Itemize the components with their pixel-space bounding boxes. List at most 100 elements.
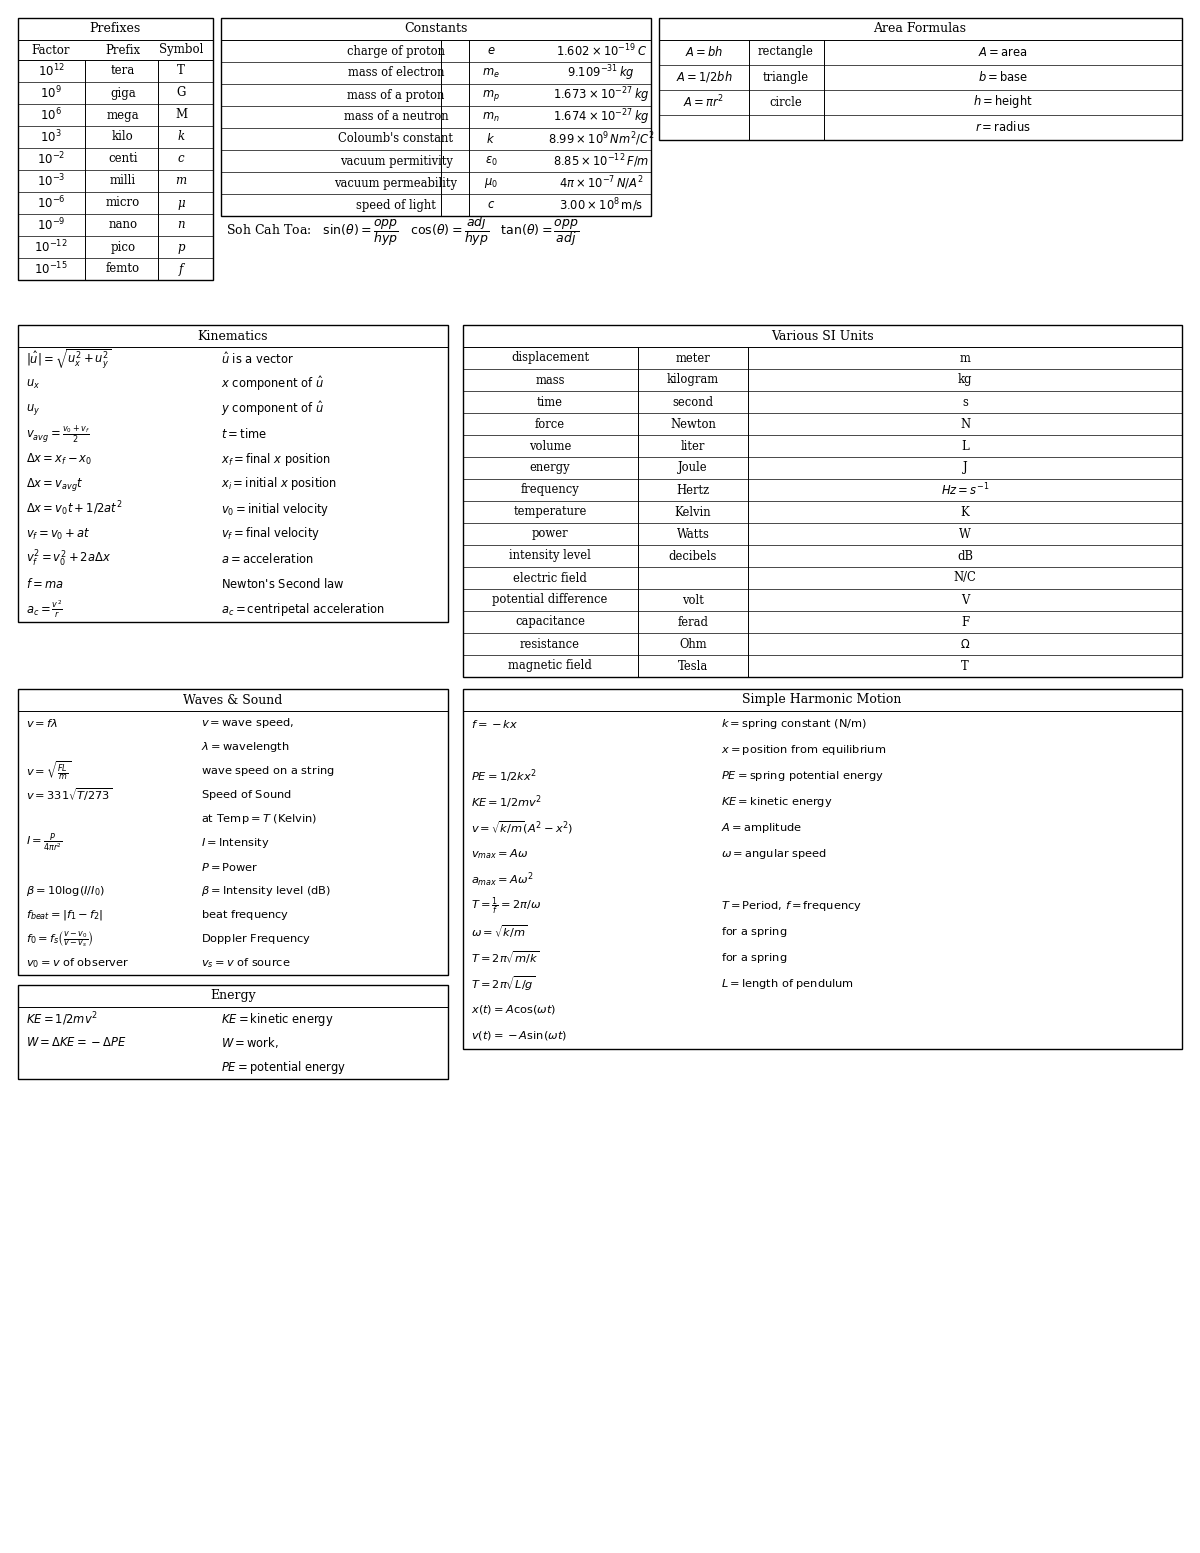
- Text: G: G: [176, 87, 186, 99]
- Text: force: force: [535, 418, 565, 430]
- Text: $v_f^2 = v_0^2 + 2a\Delta x$: $v_f^2 = v_0^2 + 2a\Delta x$: [26, 548, 112, 568]
- Text: $8.85 \times 10^{-12}\,F/m$: $8.85 \times 10^{-12}\,F/m$: [553, 152, 649, 169]
- Bar: [659, 19, 1182, 140]
- Text: mega: mega: [107, 109, 139, 121]
- Text: Constants: Constants: [404, 22, 468, 36]
- Text: $\text{for a spring}$: $\text{for a spring}$: [721, 950, 787, 964]
- Bar: [18, 19, 214, 280]
- Text: $c$: $c$: [487, 199, 496, 211]
- Text: $\text{wave speed on a string}$: $\text{wave speed on a string}$: [202, 764, 335, 778]
- Text: $k$: $k$: [486, 132, 496, 146]
- Text: ferad: ferad: [678, 615, 708, 629]
- Text: $10^{-3}$: $10^{-3}$: [37, 172, 65, 189]
- Text: $t = \text{time}$: $t = \text{time}$: [221, 427, 268, 441]
- Text: $A = bh$: $A = bh$: [685, 45, 724, 59]
- Text: femto: femto: [106, 262, 140, 275]
- Text: Coloumb's constant: Coloumb's constant: [338, 132, 454, 146]
- Text: $v = \text{wave speed,}$: $v = \text{wave speed,}$: [202, 716, 294, 730]
- Text: resistance: resistance: [520, 637, 580, 651]
- Text: $f = -kx$: $f = -kx$: [470, 717, 518, 730]
- Text: tera: tera: [110, 65, 136, 78]
- Text: Tesla: Tesla: [678, 660, 708, 672]
- Text: volume: volume: [529, 439, 571, 452]
- Text: dB: dB: [958, 550, 973, 562]
- Text: $PE = \text{potential energy}$: $PE = \text{potential energy}$: [221, 1059, 346, 1076]
- Text: $\text{at Temp} = T\text{ (Kelvin)}$: $\text{at Temp} = T\text{ (Kelvin)}$: [202, 812, 318, 826]
- Text: Newton: Newton: [670, 418, 716, 430]
- Text: $f = ma$: $f = ma$: [26, 578, 64, 592]
- Text: $x\text{ component of }\hat{u}$: $x\text{ component of }\hat{u}$: [221, 374, 324, 393]
- Text: V: V: [961, 593, 970, 607]
- Text: mass of a neutron: mass of a neutron: [343, 110, 449, 124]
- Text: $A = 1/2bh$: $A = 1/2bh$: [676, 70, 732, 84]
- Text: $k = \text{spring constant (N/m)}$: $k = \text{spring constant (N/m)}$: [721, 717, 866, 731]
- Text: rectangle: rectangle: [758, 45, 814, 59]
- Text: $1.602 \times 10^{-19}\,C$: $1.602 \times 10^{-19}\,C$: [556, 42, 647, 59]
- Text: $A = \text{area}$: $A = \text{area}$: [978, 45, 1027, 59]
- Text: $a = \text{acceleration}$: $a = \text{acceleration}$: [221, 551, 314, 565]
- Text: $\Delta x = v_{avg}t$: $\Delta x = v_{avg}t$: [26, 475, 84, 492]
- Text: m: m: [960, 351, 971, 365]
- Text: $v_f = \text{final velocity}$: $v_f = \text{final velocity}$: [221, 525, 320, 542]
- Text: N/C: N/C: [954, 572, 977, 584]
- Text: Factor: Factor: [31, 43, 71, 56]
- Text: $b = \text{base}$: $b = \text{base}$: [978, 70, 1028, 84]
- Text: $x_i = \text{initial }x\text{ position}$: $x_i = \text{initial }x\text{ position}$: [221, 475, 337, 492]
- Text: $\text{for a spring}$: $\text{for a spring}$: [721, 926, 787, 940]
- Text: $I = \frac{P}{4\pi r^2}$: $I = \frac{P}{4\pi r^2}$: [26, 831, 62, 854]
- Text: kg: kg: [958, 374, 972, 387]
- Text: $a_c = \frac{v^2}{r}$: $a_c = \frac{v^2}{r}$: [26, 598, 62, 620]
- Text: $v_0 = \text{initial velocity}$: $v_0 = \text{initial velocity}$: [221, 500, 329, 517]
- Text: $\epsilon_0$: $\epsilon_0$: [485, 154, 497, 168]
- Text: $PE = 1/2kx^2$: $PE = 1/2kx^2$: [470, 767, 538, 784]
- Text: $x_f = \text{final }x\text{ position}$: $x_f = \text{final }x\text{ position}$: [221, 450, 331, 467]
- Text: $10^{9}$: $10^{9}$: [40, 85, 62, 101]
- Text: pico: pico: [110, 241, 136, 253]
- Text: $\omega = \sqrt{k/m}$: $\omega = \sqrt{k/m}$: [470, 924, 528, 941]
- Text: c: c: [178, 152, 185, 166]
- Text: frequency: frequency: [521, 483, 580, 497]
- Text: $Hz = s^{-1}$: $Hz = s^{-1}$: [941, 481, 989, 499]
- Text: $1.674 \times 10^{-27}\,kg$: $1.674 \times 10^{-27}\,kg$: [553, 107, 649, 127]
- Text: Hertz: Hertz: [677, 483, 709, 497]
- Text: Various SI Units: Various SI Units: [770, 329, 874, 343]
- Text: $e$: $e$: [487, 45, 496, 57]
- Text: intensity level: intensity level: [509, 550, 590, 562]
- Text: $f_{beat} = |f_1 - f_2|$: $f_{beat} = |f_1 - f_2|$: [26, 909, 103, 922]
- Text: $x(t) = A\cos(\omega t)$: $x(t) = A\cos(\omega t)$: [470, 1003, 556, 1017]
- Text: $m_p$: $m_p$: [482, 87, 500, 102]
- Text: charge of proton: charge of proton: [347, 45, 445, 57]
- Text: $T = \text{Period, }f = \text{frequency}$: $T = \text{Period, }f = \text{frequency}…: [721, 899, 862, 913]
- Text: volt: volt: [682, 593, 704, 607]
- Text: $10^{-6}$: $10^{-6}$: [37, 194, 65, 211]
- Text: $\mu_0$: $\mu_0$: [484, 175, 498, 189]
- Text: Waves & Sound: Waves & Sound: [184, 694, 283, 707]
- Text: mass of a proton: mass of a proton: [347, 89, 445, 101]
- Text: $a_{max} = A\omega^2$: $a_{max} = A\omega^2$: [470, 871, 534, 890]
- Text: Symbol: Symbol: [158, 43, 203, 56]
- Text: W: W: [959, 528, 971, 540]
- Text: $W = \Delta KE = -\Delta PE$: $W = \Delta KE = -\Delta PE$: [26, 1036, 126, 1050]
- Bar: [18, 985, 448, 1079]
- Text: $KE = \text{kinetic energy}$: $KE = \text{kinetic energy}$: [221, 1011, 334, 1028]
- Text: K: K: [961, 505, 970, 519]
- Text: $PE = \text{spring potential energy}$: $PE = \text{spring potential energy}$: [721, 769, 883, 783]
- Text: $\omega = \text{angular speed}$: $\omega = \text{angular speed}$: [721, 846, 827, 860]
- Bar: [221, 19, 650, 216]
- Text: $A = \text{amplitude}$: $A = \text{amplitude}$: [721, 822, 803, 836]
- Text: Simple Harmonic Motion: Simple Harmonic Motion: [743, 694, 901, 707]
- Text: $\beta = 10\log(I/I_0)$: $\beta = 10\log(I/I_0)$: [26, 884, 104, 898]
- Text: Kelvin: Kelvin: [674, 505, 712, 519]
- Text: $10^{-9}$: $10^{-9}$: [37, 217, 65, 233]
- Text: Ohm: Ohm: [679, 637, 707, 651]
- Text: $\text{beat frequency}$: $\text{beat frequency}$: [202, 909, 289, 922]
- Bar: [18, 690, 448, 975]
- Text: $L = \text{length of pendulum}$: $L = \text{length of pendulum}$: [721, 977, 854, 991]
- Text: temperature: temperature: [514, 505, 587, 519]
- Text: vacuum permeability: vacuum permeability: [335, 177, 457, 189]
- Text: $10^{3}$: $10^{3}$: [40, 129, 62, 146]
- Text: $10^{12}$: $10^{12}$: [37, 62, 65, 79]
- Text: $v_s = v\text{ of source}$: $v_s = v\text{ of source}$: [202, 957, 290, 971]
- Text: $I = \text{Intensity}$: $I = \text{Intensity}$: [202, 836, 270, 849]
- Text: circle: circle: [769, 95, 803, 109]
